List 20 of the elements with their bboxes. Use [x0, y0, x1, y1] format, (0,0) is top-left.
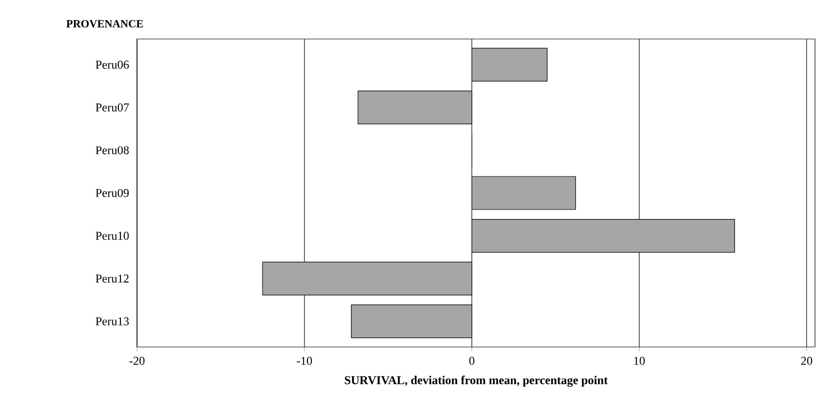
x-tick-label: -20: [129, 356, 145, 365]
bar: [472, 218, 735, 253]
y-tick-label: Peru06: [96, 60, 129, 69]
x-tick-label: 0: [469, 356, 474, 365]
y-axis-title: PROVENANCE: [66, 20, 143, 28]
y-tick-label: Peru08: [96, 146, 129, 154]
y-tick-label: Peru13: [96, 317, 129, 326]
x-tick-label: -10: [296, 356, 312, 365]
x-tick-label: 20: [801, 356, 812, 365]
y-tick-label: Peru09: [96, 188, 129, 198]
y-tick-label: Peru07: [96, 103, 129, 112]
bar: [472, 48, 548, 82]
y-tick-label: Peru10: [96, 232, 129, 240]
bar: [472, 176, 576, 210]
x-tick-label: 10: [634, 356, 645, 365]
bar: [358, 90, 472, 124]
bar: [262, 262, 472, 296]
x-axis-title: SURVIVAL, deviation from mean, percentage point: [344, 376, 608, 387]
y-tick-label: Peru12: [96, 274, 129, 283]
bar: [350, 304, 472, 338]
